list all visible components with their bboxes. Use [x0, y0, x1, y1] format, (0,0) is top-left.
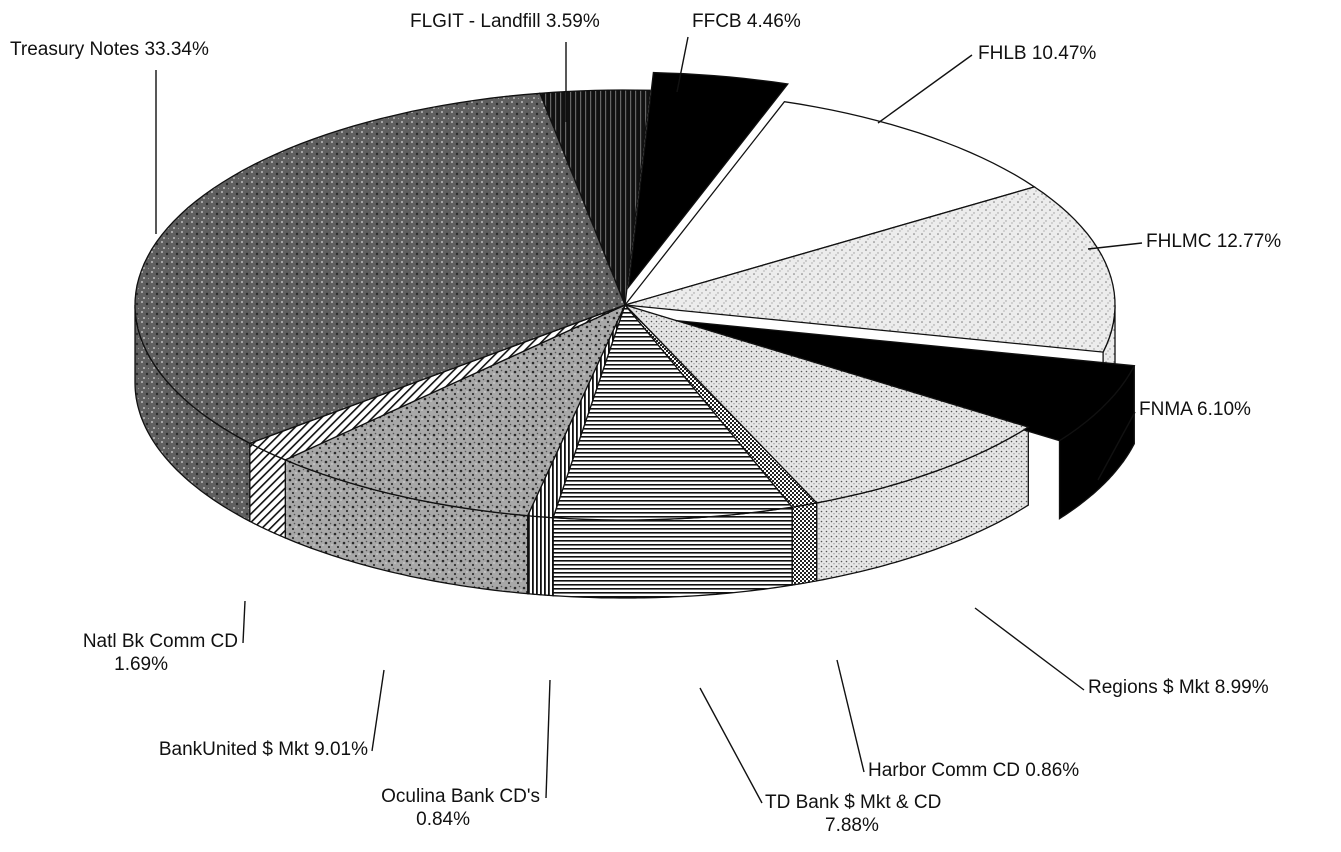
slice-label-10: Natl Bk Comm CD 1.69%: [83, 631, 238, 675]
slice-label-0: FLGIT - Landfill 3.59%: [410, 11, 600, 32]
pie-side-walls: [134, 304, 1135, 599]
leader-line-9: [371, 669, 385, 752]
slice-harbor-comm-cd: [624, 304, 819, 508]
leader-lines: [155, 36, 1143, 804]
leader-line-10: [242, 600, 246, 644]
slice-td-bank-mkt-cd: [552, 303, 794, 521]
leader-line-5: [974, 607, 1085, 691]
slice-treasury-notes: [134, 92, 626, 445]
slice-label-6: Harbor Comm CD 0.86%: [868, 760, 1079, 781]
slice-ffcb: [627, 71, 790, 290]
slice-fnma: [656, 317, 1136, 442]
slice-label-2: FHLB 10.47%: [978, 43, 1096, 64]
slice-label-7: TD Bank $ Mkt & CD 7.88%: [765, 792, 941, 836]
slice-fhlmc: [624, 186, 1116, 353]
slice-side-8: [527, 514, 554, 597]
slice-label-8: Oculina Bank CD's 0.84%: [381, 786, 540, 830]
slice-label-5: Regions $ Mkt 8.99%: [1088, 677, 1269, 698]
slice-label-4: FNMA 6.10%: [1139, 399, 1251, 420]
slice-label-11: Treasury Notes 33.34%: [10, 39, 209, 60]
slice-fhlb: [623, 100, 1036, 307]
slice-labels: FLGIT - Landfill 3.59% FFCB 4.46% FHLB 10.…: [10, 11, 1281, 836]
slice-label-3: FHLMC 12.77%: [1146, 231, 1281, 252]
leader-line-4: [1097, 411, 1136, 481]
slice-bankunited-mkt: [283, 303, 627, 517]
leader-line-7: [699, 687, 763, 804]
slice-natl-bk-comm-cd: [248, 304, 626, 461]
leader-line-1: [676, 36, 689, 93]
pie-top-faces: [134, 71, 1136, 521]
leader-line-3: [1087, 242, 1143, 250]
leader-line-6: [836, 659, 865, 773]
slice-flgit-landfill: [538, 89, 651, 306]
slice-label-9: BankUnited $ Mkt 9.01%: [159, 739, 368, 760]
slice-side-7: [552, 506, 793, 599]
slice-side-6: [791, 502, 818, 586]
leader-line-8: [545, 679, 551, 799]
slice-label-1: FFCB 4.46%: [692, 11, 801, 32]
leader-line-2: [877, 54, 973, 124]
slice-regions-mkt: [622, 303, 1030, 504]
